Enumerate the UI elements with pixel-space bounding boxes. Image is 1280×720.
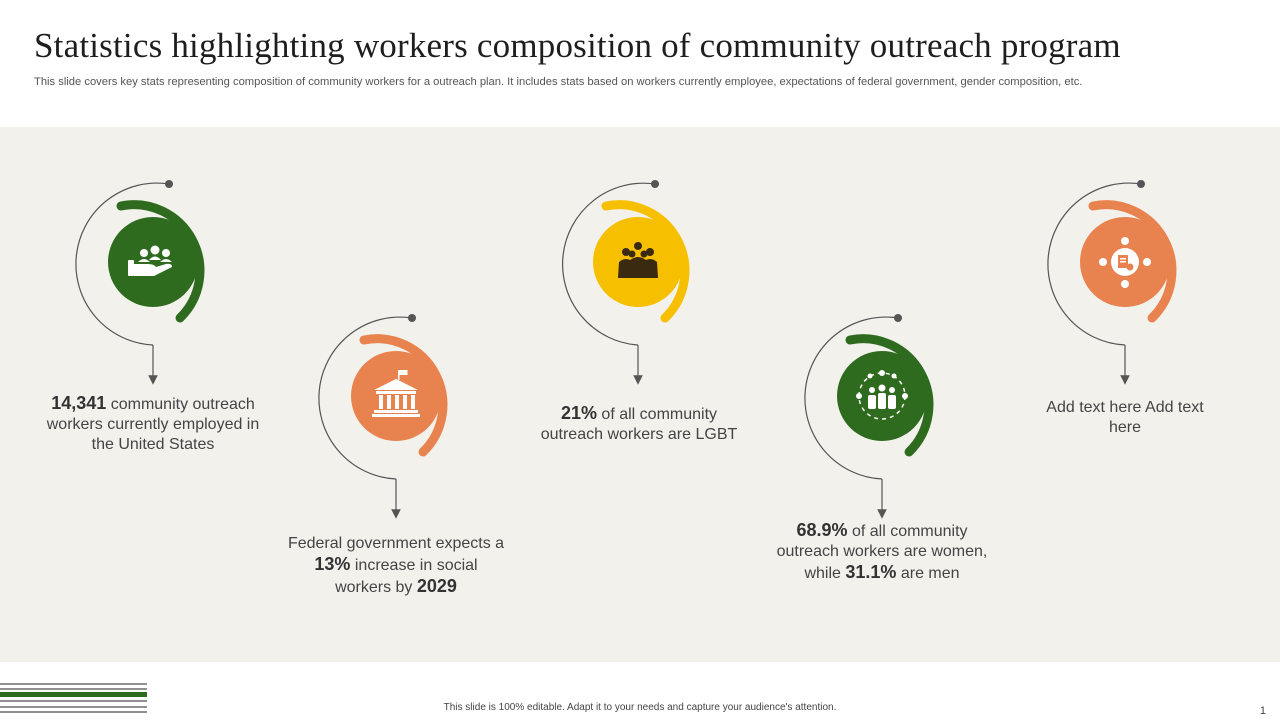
stat-circle-1 bbox=[108, 217, 198, 307]
page-title: Statistics highlighting workers composit… bbox=[34, 26, 1121, 65]
footer-note: This slide is 100% editable. Adapt it to… bbox=[443, 702, 837, 713]
hand-people-icon bbox=[128, 245, 172, 276]
stat-highlight: 2029 bbox=[416, 576, 457, 596]
stat-text-5: Add text here Add text here bbox=[1045, 398, 1205, 438]
stat-graphic-5 bbox=[1047, 180, 1177, 385]
group-people-icon bbox=[618, 242, 658, 278]
stat-text-part: of all community outreach workers are LG… bbox=[540, 406, 738, 443]
team-network-icon bbox=[856, 370, 908, 420]
stat-text-part: increase in social workers by bbox=[335, 557, 478, 596]
stat-text-part: Federal government expects a bbox=[287, 535, 505, 552]
page-subtitle: This slide covers key stats representing… bbox=[34, 76, 1083, 88]
stat-text-1: 14,341 community outreach workers curren… bbox=[43, 393, 263, 455]
stat-text-part: of all community outreach workers are wo… bbox=[776, 523, 988, 582]
meeting-table-icon bbox=[1099, 237, 1151, 288]
stat-text-part: are men bbox=[896, 565, 960, 582]
stat-text-part: community outreach workers currently emp… bbox=[46, 396, 260, 453]
stat-text-4: 68.9% of all community outreach workers … bbox=[772, 520, 992, 584]
stat-highlight: 14,341 bbox=[51, 393, 107, 413]
stat-graphic-3 bbox=[562, 180, 690, 385]
stat-highlight: 13% bbox=[314, 554, 351, 574]
stat-graphic-2 bbox=[318, 314, 448, 519]
stat-text-2: Federal government expects a 13% increas… bbox=[286, 534, 506, 598]
decorative-lines bbox=[0, 683, 147, 713]
stat-text-3: 21% of all community outreach workers ar… bbox=[529, 403, 749, 445]
stat-text-part: Add text here Add text here bbox=[1046, 399, 1204, 436]
stat-graphic-4 bbox=[804, 314, 934, 519]
content-panel bbox=[0, 127, 1280, 662]
government-building-icon bbox=[372, 370, 420, 417]
page-number: 1 bbox=[1259, 705, 1266, 717]
stat-highlight: 31.1% bbox=[845, 562, 897, 582]
stat-graphic-1 bbox=[75, 180, 205, 385]
stat-highlight: 68.9% bbox=[796, 520, 848, 540]
stat-highlight: 21% bbox=[560, 403, 597, 423]
